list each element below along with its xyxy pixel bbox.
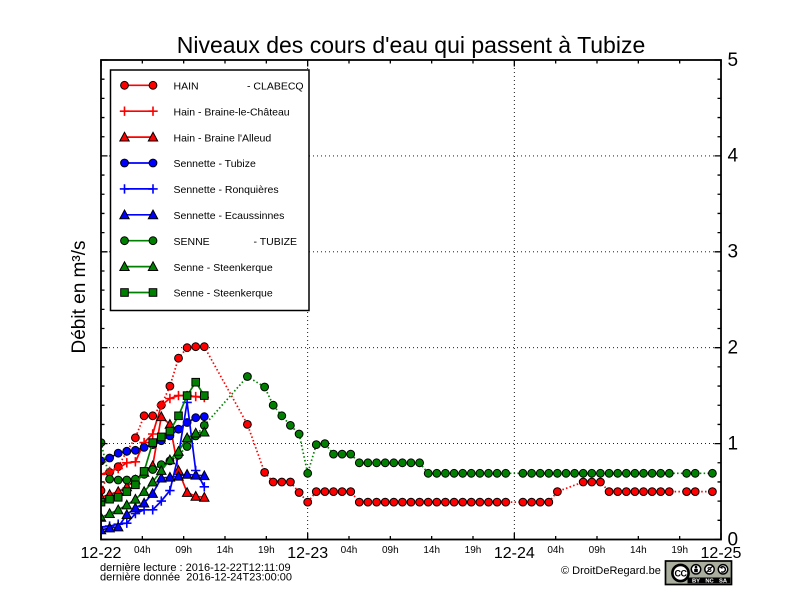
svg-text:04h: 04h	[341, 545, 358, 556]
svg-text:09h: 09h	[175, 545, 192, 556]
svg-text:Senne - Steenkerque: Senne - Steenkerque	[174, 262, 273, 274]
svg-text:19h: 19h	[258, 545, 275, 556]
svg-text:© DroitDeRegard.be: © DroitDeRegard.be	[561, 565, 661, 577]
svg-text:12-22: 12-22	[81, 545, 122, 562]
svg-text:19h: 19h	[671, 545, 688, 556]
svg-text:S: S	[707, 567, 712, 574]
svg-text:19h: 19h	[465, 545, 482, 556]
svg-text:Senne - Steenkerque: Senne - Steenkerque	[174, 288, 273, 300]
svg-text:HAIN: HAIN	[174, 81, 199, 93]
svg-text:Hain - Braine-le-Château: Hain - Braine-le-Château	[174, 106, 290, 118]
svg-text:14h: 14h	[423, 545, 440, 556]
svg-text:04h: 04h	[134, 545, 151, 556]
svg-text:Sennette - Ronquières: Sennette - Ronquières	[174, 184, 279, 196]
svg-text:- TUBIZE: - TUBIZE	[254, 236, 298, 248]
svg-text:- CLABECQ: - CLABECQ	[247, 81, 304, 93]
svg-text:dernière lecture : 2016-12-22T: dernière lecture : 2016-12-22T12:11:09	[100, 562, 291, 574]
svg-text:0: 0	[728, 529, 739, 550]
svg-text:Sennette - Tubize: Sennette - Tubize	[174, 158, 256, 170]
svg-text:CC: CC	[675, 568, 688, 578]
svg-text:12-25: 12-25	[701, 545, 742, 562]
svg-text:09h: 09h	[382, 545, 399, 556]
svg-text:dernière donnée 2016-12-24T23: dernière donnée 2016-12-24T23:00:00	[100, 572, 292, 584]
svg-text:14h: 14h	[217, 545, 234, 556]
svg-text:5: 5	[728, 50, 739, 71]
svg-text:3: 3	[728, 242, 739, 263]
svg-text:04h: 04h	[547, 545, 564, 556]
svg-text:12-24: 12-24	[494, 545, 535, 562]
svg-text:Niveaux des cours d'eau qui pa: Niveaux des cours d'eau qui passent à Tu…	[177, 32, 646, 58]
svg-text:2: 2	[728, 338, 739, 359]
svg-text:12-23: 12-23	[287, 545, 328, 562]
svg-text:SENNE: SENNE	[174, 236, 210, 248]
svg-text:1: 1	[728, 433, 739, 454]
svg-text:SA: SA	[719, 579, 728, 585]
svg-text:NC: NC	[705, 579, 714, 585]
svg-text:09h: 09h	[589, 545, 606, 556]
svg-text:Hain - Braine l'Alleud: Hain - Braine l'Alleud	[174, 132, 272, 144]
svg-text:4: 4	[728, 146, 739, 167]
svg-text:BY: BY	[692, 579, 700, 585]
svg-text:Sennette - Ecaussinnes: Sennette - Ecaussinnes	[174, 210, 285, 222]
svg-text:Débit en m³/s: Débit en m³/s	[69, 241, 90, 354]
svg-text:14h: 14h	[630, 545, 647, 556]
